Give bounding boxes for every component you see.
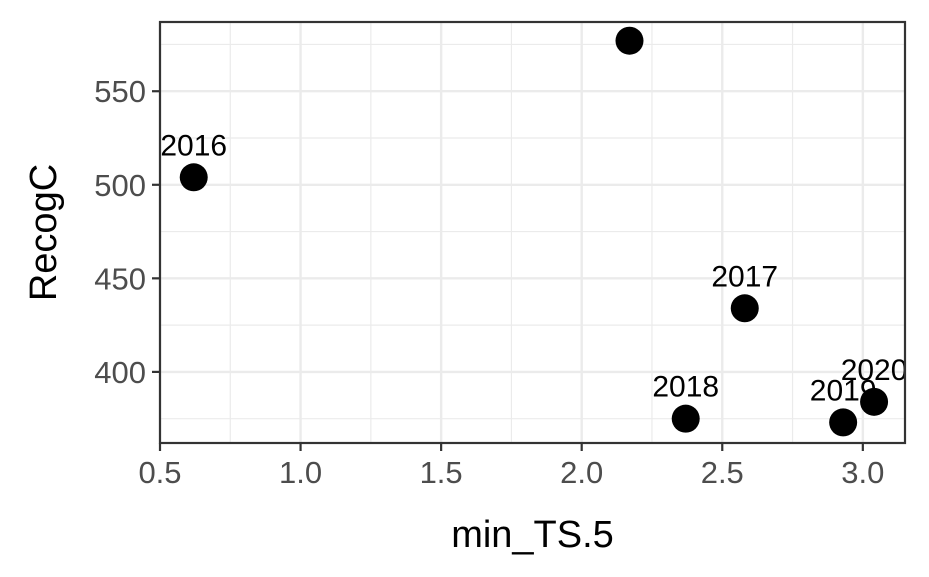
point-label: 2020 (841, 354, 908, 387)
x-tick-label: 2.0 (560, 455, 603, 490)
data-point (860, 387, 889, 416)
point-label: 2017 (711, 260, 778, 293)
y-axis-ticks: 400 450 500 550 (94, 74, 160, 390)
y-tick-label: 400 (94, 355, 146, 390)
y-tick-label: 500 (94, 168, 146, 203)
data-points (179, 26, 889, 437)
plot-panel-border (158, 20, 907, 445)
x-tick-label: 1.0 (279, 455, 322, 490)
data-point (615, 26, 644, 55)
x-axis-title: min_TS.5 (451, 514, 614, 556)
x-axis-ticks: 0.5 1.0 1.5 2.0 2.5 3.0 (138, 443, 884, 490)
x-tick-label: 3.0 (841, 455, 884, 490)
y-axis-title: RecogC (23, 164, 65, 301)
x-tick-label: 0.5 (138, 455, 181, 490)
y-tick-label: 550 (94, 74, 146, 109)
point-label: 2018 (652, 371, 719, 404)
point-label: 2019 (810, 374, 877, 407)
plot-panel-background (160, 22, 905, 443)
data-point (671, 404, 700, 433)
data-point (730, 294, 759, 323)
y-tick-label: 450 (94, 261, 146, 296)
data-point (829, 408, 858, 437)
point-label: 2016 (160, 129, 227, 162)
x-tick-label: 2.5 (701, 455, 744, 490)
x-tick-label: 1.5 (420, 455, 463, 490)
data-point (179, 163, 208, 192)
